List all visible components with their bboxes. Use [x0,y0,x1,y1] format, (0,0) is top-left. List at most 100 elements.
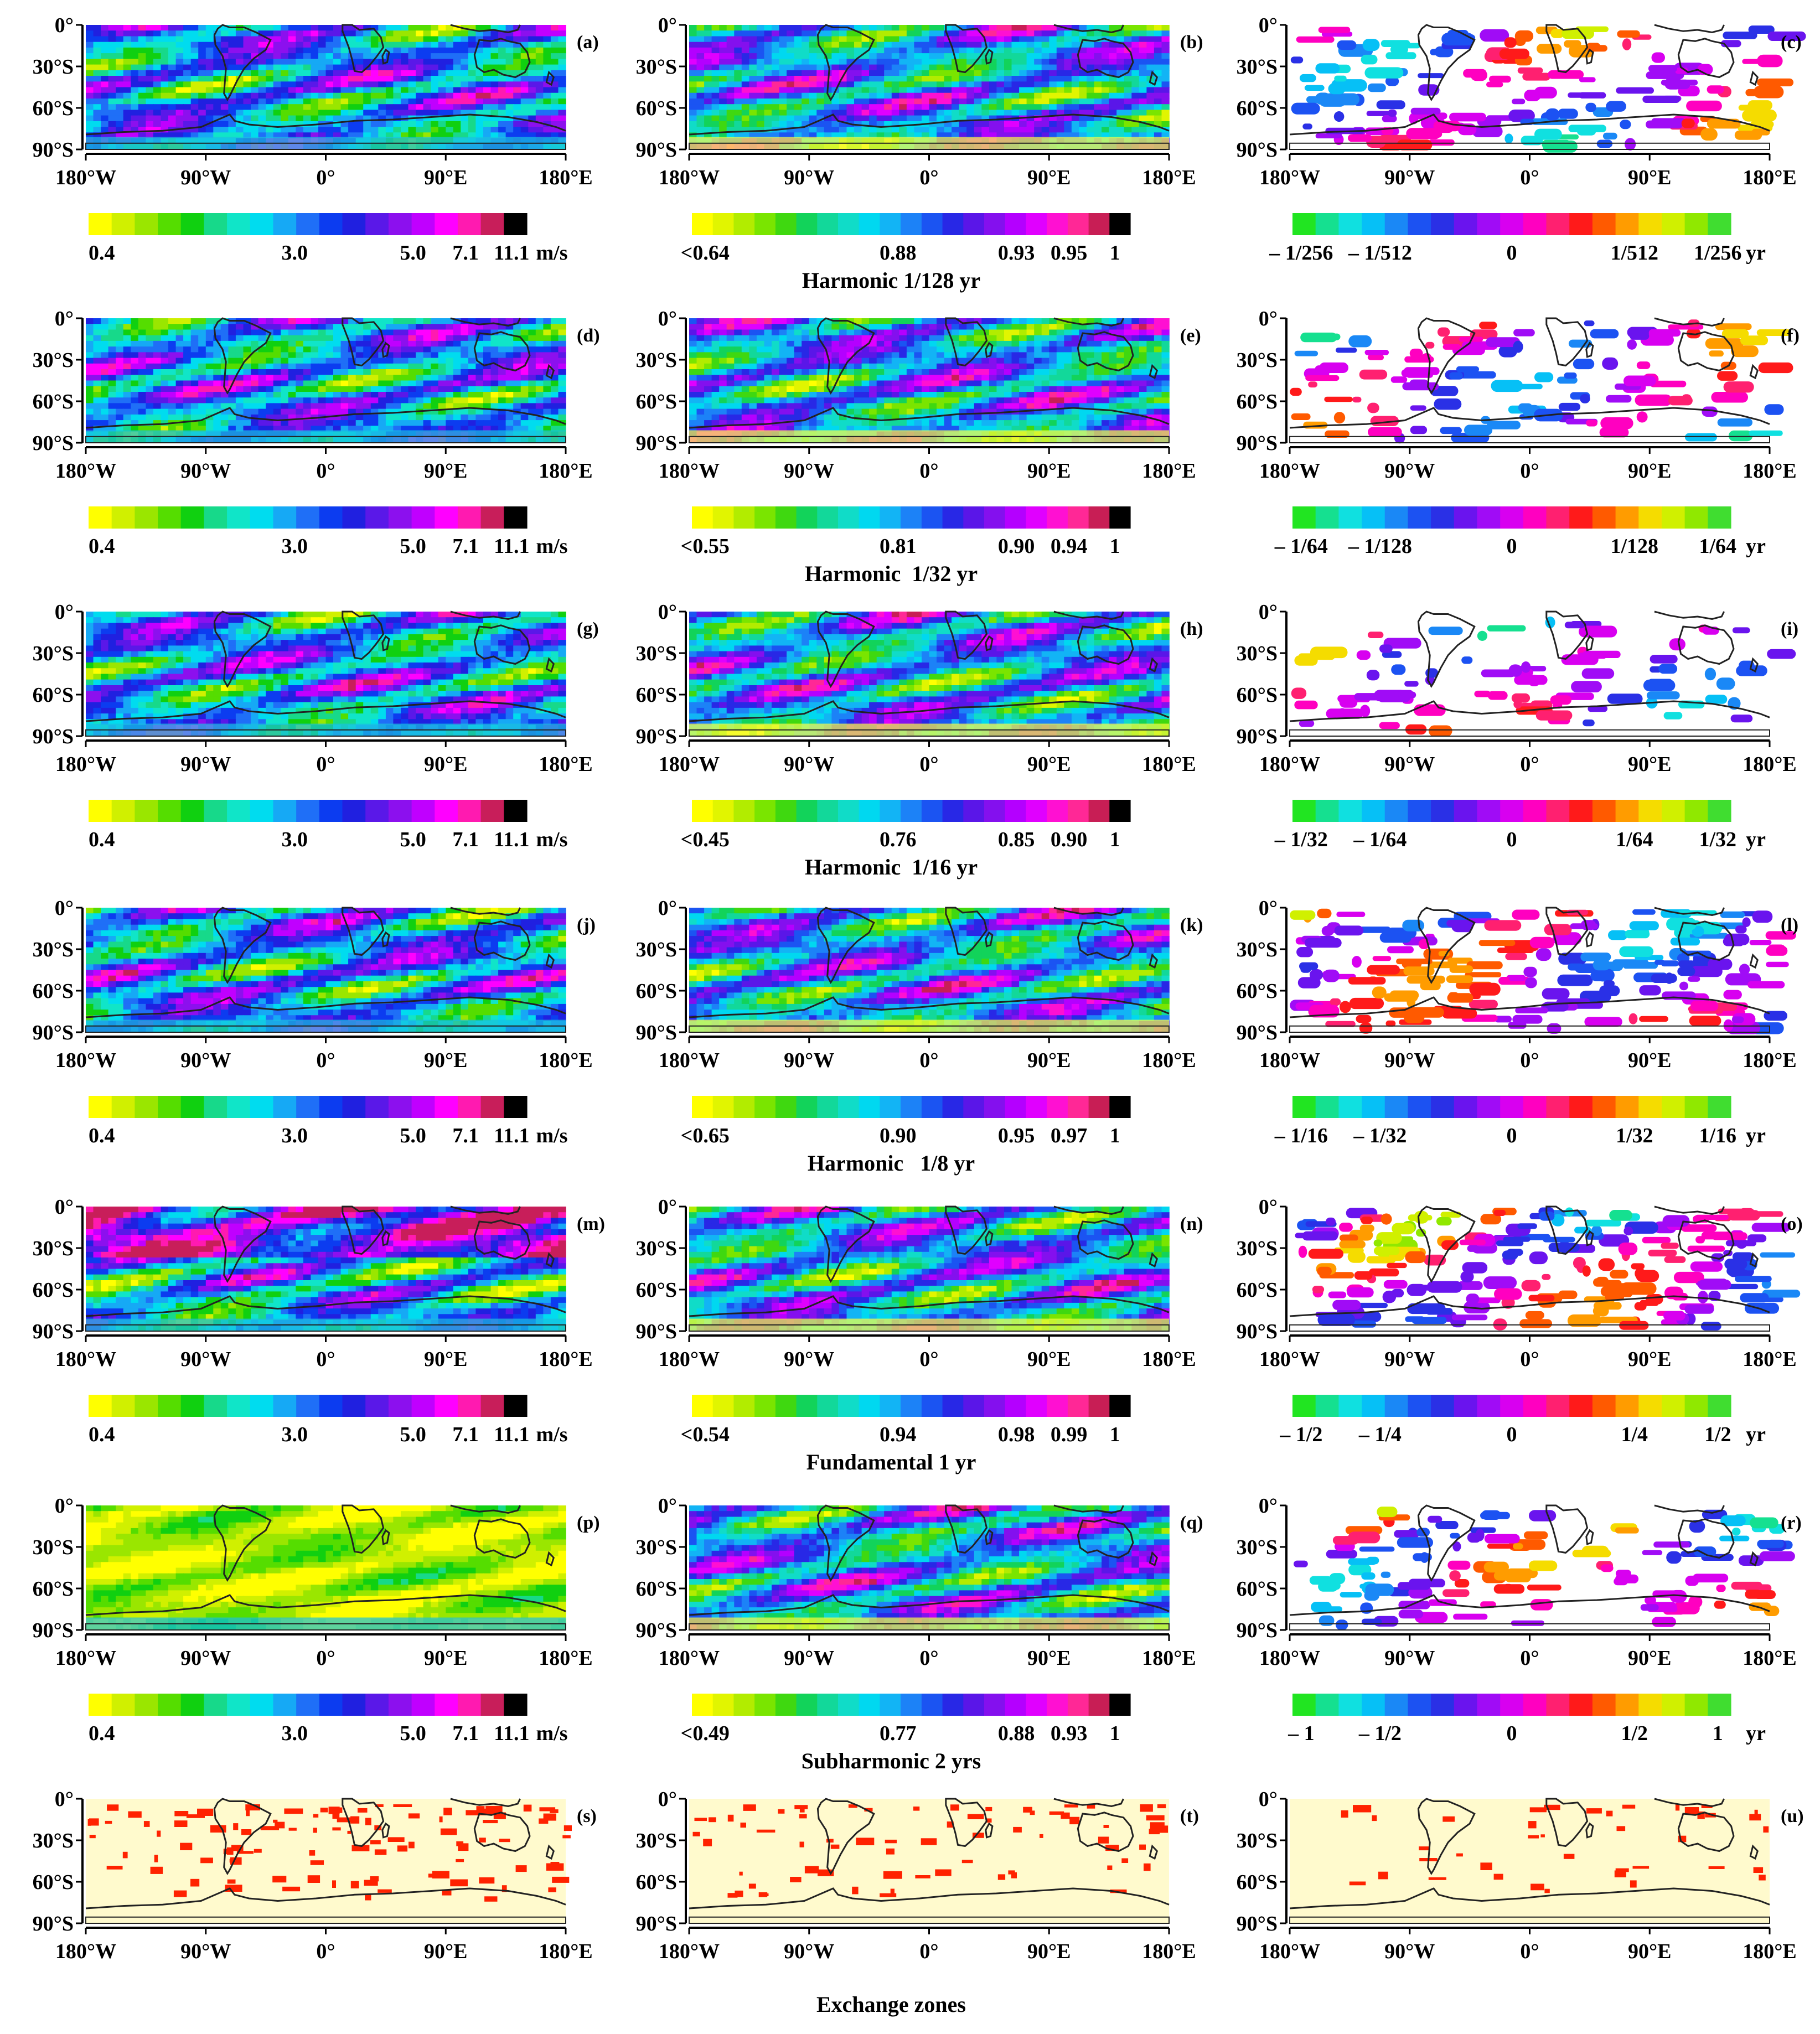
colorbar-swatch [1547,1694,1570,1716]
colorbar-swatch [273,800,297,822]
colorbar-tick: 0.95 [998,1124,1035,1147]
colorbar-tick: 11.1 [494,1722,529,1745]
x-tick-label: 180°W [1259,753,1320,776]
colorbar-swatch [343,506,366,529]
x-tick-label: 180°E [1743,166,1797,189]
colorbar-swatch [733,1395,754,1417]
y-tick-label: 90°S [636,432,677,455]
colorbar-swatch [1547,506,1570,529]
colorbar-swatch [412,1694,435,1716]
colorbar-tick: 1/2 [1704,1423,1731,1446]
colorbar-swatch [1408,506,1431,529]
colorbar-swatch [1338,800,1362,822]
colorbar-swatch [963,800,984,822]
colorbar-swatch [797,213,818,235]
y-tick-label: 60°S [33,390,74,413]
colorbar-swatch [343,1395,366,1417]
colorbar-swatch [775,1395,797,1417]
x-tick-label: 180°W [55,1348,116,1371]
x-tick-label: 0° [1520,1348,1539,1371]
colorbar-swatch [1316,1395,1339,1417]
colorbar-tick: 7.1 [452,241,479,265]
colorbar-swatch [1477,800,1501,822]
colorbar-swatch [1477,506,1501,529]
colorbar-swatch [963,506,984,529]
colorbar-swatch [227,213,250,235]
colorbar-swatch [1662,1694,1685,1716]
colorbar-swatch [1685,1096,1708,1118]
x-tick-label: 180°E [539,1049,593,1072]
y-tick-label: 60°S [33,1577,74,1601]
colorbar-swatch [250,506,273,529]
colorbar-tick: – 1/512 [1348,241,1412,265]
colorbar-swatch [273,506,297,529]
row-title: Harmonic 1/16 yr [642,855,1140,879]
colorbar-tick: – 1/64 [1353,828,1407,851]
y-tick-label: 0° [658,1494,677,1518]
panel-label: (d) [577,325,600,346]
colorbar-swatch [1316,1096,1339,1118]
colorbar-swatch [1431,1395,1454,1417]
colorbar-tick: 3.0 [281,241,308,265]
panel-label: (i) [1781,619,1798,639]
y-tick-label: 30°S [1237,55,1278,79]
colorbar-unit: yr [1746,828,1766,851]
y-tick-label: 60°S [1237,390,1278,413]
colorbar-swatch [1047,800,1068,822]
colorbar-swatch [922,506,943,529]
y-tick-label: 30°S [33,55,74,79]
x-tick-label: 90°E [424,753,468,776]
colorbar-swatch [181,1395,204,1417]
x-tick-label: 90°E [1027,1647,1071,1670]
colorbar-swatch [1385,506,1408,529]
colorbar-swatch [389,1694,412,1716]
y-tick-label: 0° [1259,1195,1278,1219]
colorbar-swatch [1454,1694,1477,1716]
colorbar-swatch [1109,213,1130,235]
colorbar-swatch [1685,506,1708,529]
colorbar-swatch [1616,800,1639,822]
x-tick-label: 0° [316,1348,335,1371]
colorbar-swatch [343,1096,366,1118]
colorbar-swatch [1431,1096,1454,1118]
y-tick-label: 30°S [636,1829,677,1852]
colorbar-swatch [1500,213,1523,235]
colorbar-swatch [775,1694,797,1716]
colorbar-swatch [775,1096,797,1118]
colorbar-swatch [692,1694,713,1716]
colorbar-tick: 0.4 [89,1423,115,1446]
y-tick-label: 30°S [636,1237,677,1260]
colorbar-swatch [458,1096,481,1118]
colorbar-swatch [817,1694,838,1716]
colorbar-tick: 0.81 [880,535,917,558]
x-tick-label: 90°E [424,459,468,483]
x-tick-label: 90°W [180,459,231,483]
colorbar-swatch [1362,1395,1385,1417]
x-tick-label: 90°W [180,1940,231,1963]
colorbar-swatch [227,506,250,529]
x-tick-label: 180°E [1743,1647,1797,1670]
y-tick-label: 30°S [33,1237,74,1260]
colorbar-tick: 0.76 [880,828,917,851]
colorbar-swatch [1316,213,1339,235]
colorbar-swatch [1362,213,1385,235]
x-tick-label: 90°W [1384,1647,1435,1670]
colorbar-swatch [984,1096,1005,1118]
y-tick-label: 0° [1259,897,1278,920]
x-tick-label: 90°W [1384,1940,1435,1963]
colorbar-swatch [817,800,838,822]
colorbar-swatch [1047,1096,1068,1118]
y-tick-label: 60°S [1237,1577,1278,1601]
colorbar-swatch [1109,1395,1130,1417]
colorbar-swatch [296,800,319,822]
colorbar-swatch [1547,1395,1570,1417]
y-tick-label: 0° [658,601,677,624]
colorbar-swatch [1662,213,1685,235]
y-tick-label: 30°S [33,938,74,961]
colorbar-swatch [1068,506,1089,529]
colorbar-swatch [1500,800,1523,822]
